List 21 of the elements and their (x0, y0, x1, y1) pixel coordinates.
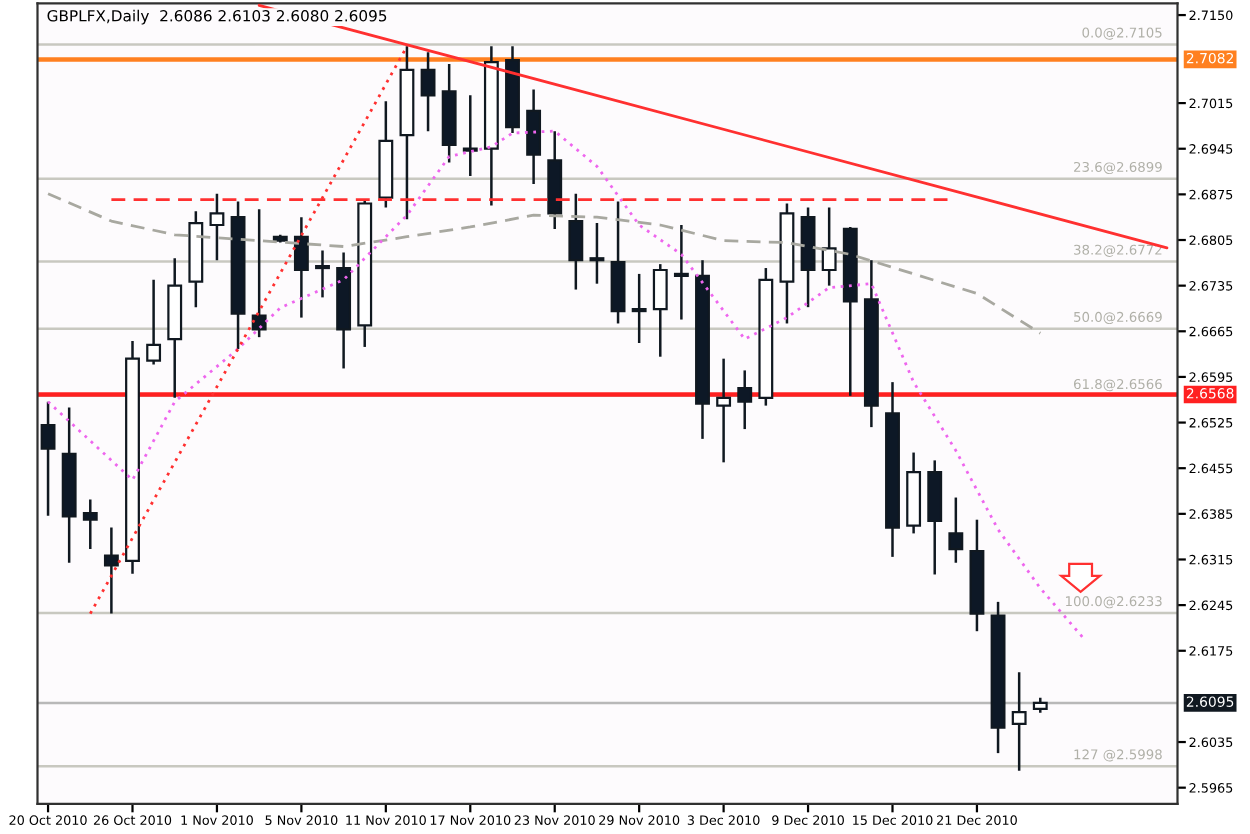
candlestick (948, 496, 964, 564)
candlestick (673, 223, 689, 321)
line-series (46, 192, 1042, 335)
candlestick (103, 526, 119, 615)
candlestick (821, 206, 837, 287)
candlestick (209, 192, 225, 262)
candlestick (146, 278, 162, 366)
candlestick (631, 272, 647, 345)
candlestick (82, 498, 98, 551)
candlestick (526, 88, 542, 186)
candlestick (652, 262, 668, 358)
candlestick (315, 249, 330, 299)
candlestick (40, 400, 56, 518)
candlestick (589, 221, 605, 285)
candlestick (737, 369, 753, 431)
candlestick (293, 215, 309, 319)
candlestick (462, 94, 478, 178)
candlestick (568, 192, 584, 291)
candlestick (1011, 671, 1027, 772)
candlestick (716, 357, 732, 464)
candlestick (420, 50, 436, 133)
